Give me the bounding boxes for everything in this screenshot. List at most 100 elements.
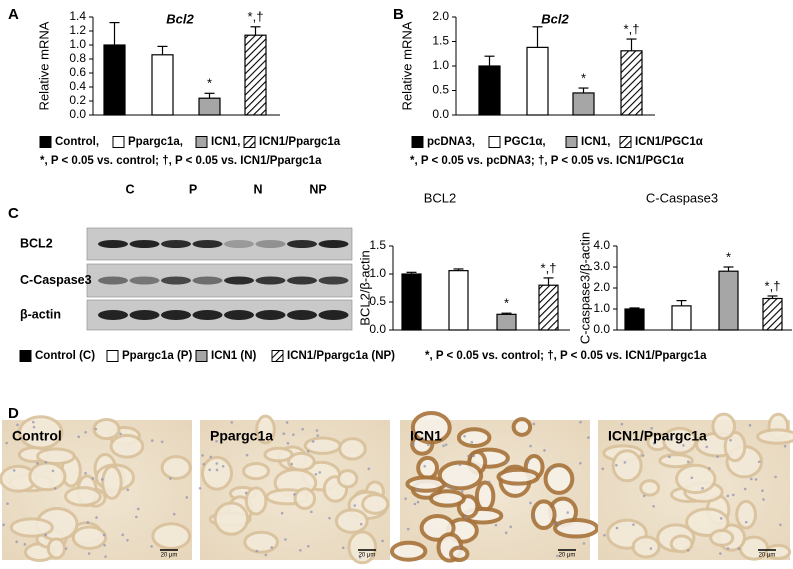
nucleus (757, 460, 761, 464)
tubule (36, 447, 76, 466)
nucleus (95, 516, 98, 519)
error-bar (626, 38, 637, 51)
nucleus (587, 436, 590, 439)
band (98, 276, 128, 285)
nucleus (367, 467, 371, 471)
legend-swatch (106, 350, 119, 362)
chart-title: Bcl2 (541, 11, 569, 26)
error-bar (484, 55, 495, 66)
tubule (685, 507, 730, 537)
nucleus (406, 527, 410, 531)
tubule (543, 463, 575, 495)
nucleus (529, 501, 532, 505)
nucleus (64, 547, 68, 550)
y-tick-label: 1.5 (432, 34, 449, 48)
lane-label: P (189, 182, 197, 196)
image-label: ICN1 (410, 428, 442, 444)
nucleus (284, 538, 287, 541)
image-label: Control (12, 428, 62, 444)
error-bar (676, 300, 687, 306)
nucleus (185, 496, 189, 499)
nucleus (23, 542, 27, 546)
nucleus (649, 547, 653, 550)
nucleus (532, 422, 536, 426)
tubule (756, 428, 793, 445)
y-tick-label: 0.5 (432, 83, 449, 97)
y-tick-label: 1.0 (432, 58, 449, 72)
bar (103, 44, 126, 116)
tubule (511, 417, 533, 437)
nucleus (579, 461, 582, 465)
nucleus (705, 445, 709, 449)
nucleus (292, 433, 295, 436)
scale-label: 20 μm (759, 553, 776, 559)
legend-label: Control (C) (35, 350, 95, 362)
legend-swatch (411, 136, 424, 148)
tubule (151, 522, 192, 551)
nucleus (615, 526, 619, 530)
y-tick-label: 0.0 (593, 322, 610, 336)
y-axis-label: BCL2/β-actin (357, 250, 372, 325)
annotation: * (207, 76, 212, 91)
nucleus (690, 476, 694, 480)
nucleus (311, 440, 315, 443)
tubule (764, 543, 792, 560)
band (287, 240, 317, 248)
nucleus (701, 487, 704, 490)
bar (478, 65, 501, 116)
error-bar (109, 22, 120, 45)
bar (620, 50, 643, 116)
nucleus (749, 477, 753, 481)
nucleus (150, 439, 154, 442)
nucleus (53, 487, 57, 490)
nucleus (682, 444, 685, 447)
nucleus (84, 471, 87, 475)
tubule (711, 412, 737, 441)
nucleus (135, 515, 138, 519)
bar (624, 308, 645, 331)
annotation: * (504, 296, 509, 311)
legend-label: ICN1/Ppargc1a (259, 136, 341, 148)
band (192, 310, 223, 320)
nucleus (504, 531, 508, 535)
nucleus (94, 427, 98, 431)
nucleus (198, 486, 202, 490)
panel-label: C (8, 205, 19, 222)
legend-swatch (488, 136, 501, 148)
bar (401, 273, 422, 331)
bar (151, 54, 174, 116)
nucleus (280, 511, 284, 515)
tubule (361, 493, 390, 515)
tubule (347, 530, 378, 565)
nucleus (150, 545, 153, 548)
bar (718, 270, 739, 331)
nucleus (36, 462, 39, 465)
tubule (530, 499, 557, 530)
row-label: C-Caspase3 (20, 273, 92, 287)
nucleus (306, 449, 310, 453)
y-axis-label: Relative mRNA (36, 21, 51, 110)
nucleus (737, 547, 741, 551)
error-bar (501, 312, 512, 315)
nucleus (299, 548, 302, 552)
band (161, 310, 191, 320)
legend-swatch (619, 136, 632, 148)
tubule (389, 540, 428, 562)
nucleus (16, 423, 19, 427)
error-bar (723, 266, 734, 272)
nucleus (286, 441, 290, 445)
nucleus (762, 498, 765, 501)
nucleus (202, 462, 205, 466)
y-tick-label: 0.5 (369, 294, 386, 308)
y-tick-label: 0.0 (69, 107, 86, 121)
tubule (213, 501, 250, 536)
nucleus (244, 491, 248, 495)
legend-swatch (195, 136, 208, 148)
nucleus (315, 429, 319, 432)
nucleus (15, 540, 18, 544)
error-bar (629, 307, 640, 309)
nucleus (582, 542, 586, 545)
nucleus (423, 464, 426, 468)
nucleus (77, 435, 80, 439)
